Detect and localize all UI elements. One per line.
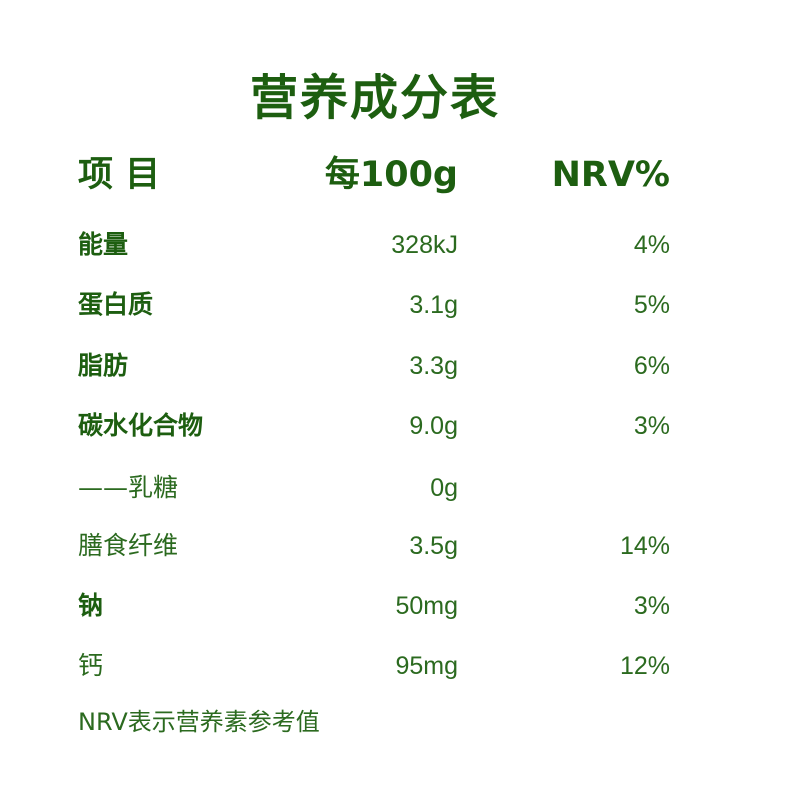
table-row: 碳水化合物 9.0g 3% [78, 406, 670, 446]
table-row: 能量 328kJ 4% [78, 225, 670, 265]
row-value: 50mg [395, 592, 458, 620]
table-row: 钙 95mg 12% [78, 646, 670, 686]
row-nrv: 4% [633, 231, 670, 259]
row-label: 脂肪 [78, 351, 129, 380]
row-nrv: 12% [619, 652, 670, 680]
row-value: 3.1g [409, 291, 458, 319]
table-row: 脂肪 3.3g 6% [78, 346, 670, 386]
header-nrv: NRV% [551, 155, 670, 195]
row-label: 碳水化合物 [78, 411, 204, 440]
row-value: 9.0g [409, 412, 458, 440]
header-per100g: 每100g [324, 155, 458, 195]
row-label: 能量 [78, 230, 129, 259]
row-nrv: 3% [633, 592, 670, 620]
row-value: 328kJ [391, 231, 458, 259]
header-item: 项 目 [78, 155, 161, 195]
table-row: 膳食纤维 3.5g 14% [78, 526, 670, 566]
page-title: 营养成分表 [249, 70, 500, 126]
row-value: 3.5g [409, 532, 458, 560]
row-label: 膳食纤维 [78, 531, 179, 560]
table-row: ——乳糖 0g [78, 468, 670, 508]
row-label: 钠 [78, 591, 104, 620]
table-row: 蛋白质 3.1g 5% [78, 285, 670, 325]
row-nrv: 3% [633, 412, 670, 440]
row-nrv: 14% [619, 532, 670, 560]
row-label: 钙 [78, 651, 104, 680]
row-value: 0g [430, 474, 458, 502]
row-nrv: 5% [633, 291, 670, 319]
row-value: 3.3g [409, 352, 458, 380]
row-label: 蛋白质 [78, 290, 154, 319]
row-label: ——乳糖 [78, 473, 179, 502]
row-value: 95mg [395, 652, 458, 680]
row-nrv: 6% [633, 352, 670, 380]
table-header: 项 目 每100g NRV% [78, 155, 670, 195]
table-row: 钠 50mg 3% [78, 586, 670, 626]
footnote: NRV表示营养素参考值 [78, 708, 320, 736]
